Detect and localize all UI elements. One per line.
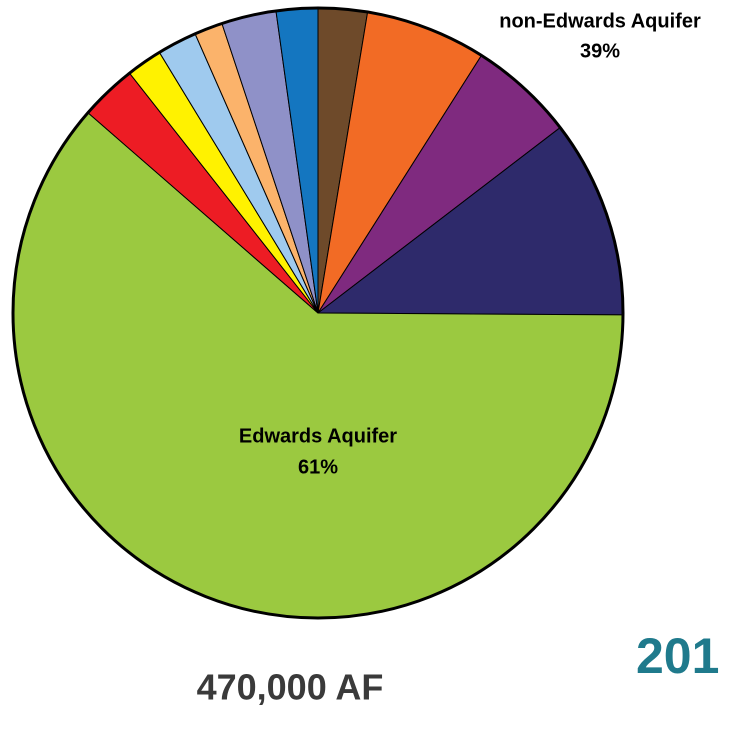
group-value-label: 61% [298,456,338,478]
group-label: non-Edwards Aquifer [499,10,701,32]
total-label: 470,000 AF [197,667,384,708]
group-label: Edwards Aquifer [239,425,397,447]
group-value-label: 39% [580,40,620,62]
pie [12,7,624,619]
pie-outline [11,6,625,620]
year-label: 201 [636,628,719,684]
